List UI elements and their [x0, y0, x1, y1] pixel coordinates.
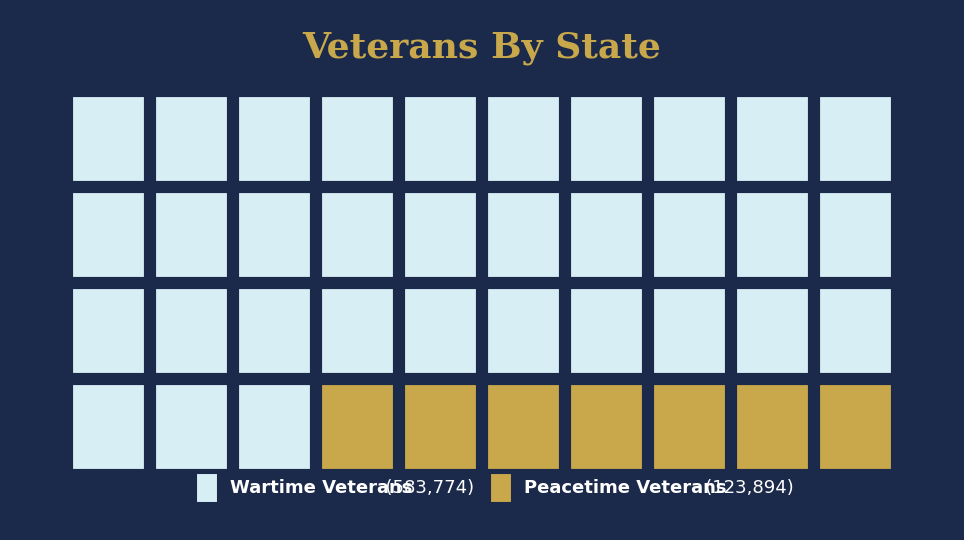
Bar	[818, 287, 893, 375]
Bar	[237, 383, 312, 471]
Text: Wartime Veterans: Wartime Veterans	[229, 479, 412, 497]
Bar	[237, 191, 312, 279]
Bar	[196, 473, 218, 503]
Bar	[818, 191, 893, 279]
Bar	[652, 191, 727, 279]
Bar	[486, 383, 561, 471]
Bar	[71, 95, 146, 183]
Bar	[403, 287, 478, 375]
Bar	[154, 95, 229, 183]
Bar	[569, 383, 644, 471]
Bar	[154, 191, 229, 279]
Bar	[818, 95, 893, 183]
Bar	[154, 287, 229, 375]
Bar	[71, 383, 146, 471]
Bar	[486, 191, 561, 279]
Text: (123,894): (123,894)	[688, 479, 794, 497]
Bar	[735, 191, 810, 279]
Bar	[569, 287, 644, 375]
Text: Veterans By State: Veterans By State	[303, 31, 661, 65]
Bar	[403, 95, 478, 183]
Bar	[154, 383, 229, 471]
Bar	[818, 383, 893, 471]
Text: (583,774): (583,774)	[374, 479, 474, 497]
Bar	[237, 95, 312, 183]
Bar	[735, 287, 810, 375]
Bar	[569, 95, 644, 183]
Bar	[652, 383, 727, 471]
Bar	[490, 473, 512, 503]
Bar	[652, 287, 727, 375]
Bar	[735, 383, 810, 471]
Bar	[320, 287, 395, 375]
Bar	[320, 383, 395, 471]
Text: Peacetime Veterans: Peacetime Veterans	[523, 479, 726, 497]
Bar	[735, 95, 810, 183]
Bar	[486, 287, 561, 375]
Bar	[71, 191, 146, 279]
Bar	[403, 191, 478, 279]
Bar	[237, 287, 312, 375]
Bar	[320, 191, 395, 279]
Bar	[652, 95, 727, 183]
Bar	[320, 95, 395, 183]
Bar	[569, 191, 644, 279]
Bar	[403, 383, 478, 471]
Bar	[71, 287, 146, 375]
Bar	[486, 95, 561, 183]
